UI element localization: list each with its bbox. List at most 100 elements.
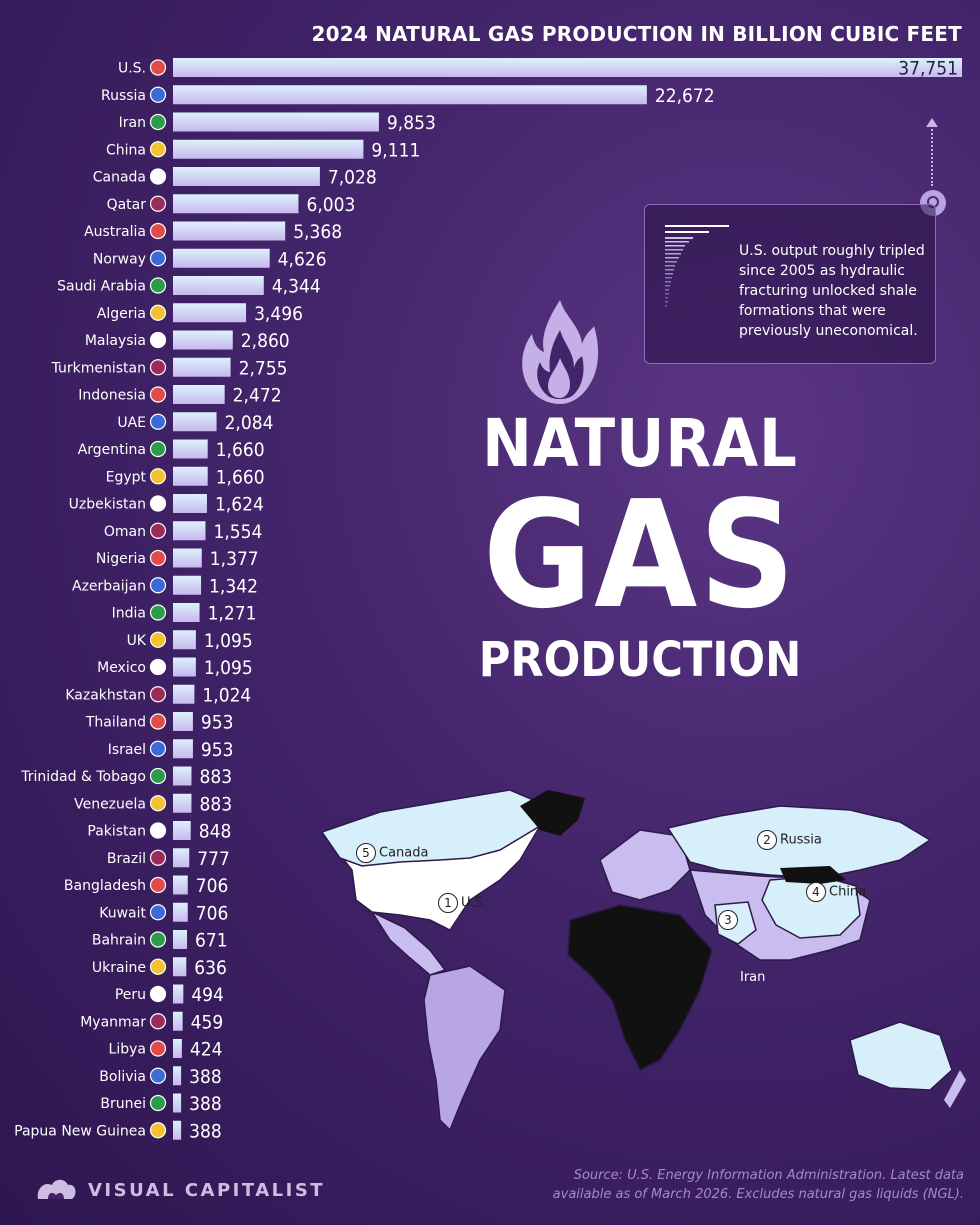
- category-label: UK: [127, 633, 147, 649]
- value-label: 1,660: [216, 439, 265, 461]
- bar-24: [173, 712, 193, 731]
- flag-icon: [149, 876, 167, 894]
- bar-14: [173, 439, 208, 459]
- value-label: 777: [197, 848, 230, 870]
- value-label: 9,853: [387, 112, 436, 134]
- up-arrow-icon: [926, 118, 938, 186]
- category-label: Trinidad & Tobago: [20, 769, 146, 785]
- category-label: U.S.: [118, 61, 146, 77]
- bar-17: [173, 521, 206, 541]
- flag-icon: [149, 985, 167, 1003]
- bar-6: [173, 221, 286, 241]
- category-label: India: [112, 606, 146, 622]
- flag-icon: [149, 1013, 167, 1030]
- category-label: Australia: [84, 224, 146, 240]
- flag-icon: [149, 1040, 167, 1057]
- flag-icon: [149, 740, 167, 757]
- brand-logo: VISUAL CAPITALIST: [34, 1177, 325, 1203]
- bar-36: [173, 1039, 182, 1058]
- callout-text: U.S. output roughly tripled since 2005 a…: [739, 243, 925, 339]
- title-line-2: GAS: [482, 469, 798, 641]
- map-label-iran-badge: 3: [718, 910, 741, 930]
- south-america-shape: [423, 965, 506, 1132]
- category-label: China: [106, 142, 146, 158]
- canada-shape: [320, 789, 546, 867]
- category-label: Kazakhstan: [65, 687, 146, 703]
- value-label: 494: [191, 984, 224, 1006]
- category-label: Nigeria: [96, 551, 146, 567]
- flame-icon: [522, 300, 599, 404]
- bar-2: [173, 112, 379, 132]
- value-label: 6,003: [306, 194, 355, 216]
- category-label: Mexico: [97, 660, 146, 676]
- flag-icon: [149, 658, 167, 676]
- flag-icon: [149, 386, 167, 403]
- bar-39: [173, 1120, 182, 1140]
- flag-icon: [149, 904, 167, 921]
- bar-9: [173, 303, 247, 323]
- value-label: 1,377: [210, 548, 259, 570]
- value-label: 1,342: [209, 575, 258, 597]
- value-label: 22,672: [655, 85, 715, 107]
- value-label: 1,624: [215, 494, 264, 516]
- flag-icon: [149, 413, 167, 430]
- central-america-shape: [369, 910, 447, 976]
- category-label: Bahrain: [92, 933, 146, 949]
- category-label: Saudi Arabia: [57, 279, 146, 295]
- bar-22: [173, 657, 196, 677]
- bar-29: [173, 848, 190, 868]
- bar-3: [173, 139, 364, 159]
- category-label: Brunei: [100, 1096, 146, 1112]
- flag-icon: [149, 1122, 167, 1139]
- category-label: Indonesia: [78, 388, 146, 404]
- greenland-shape: [520, 790, 585, 836]
- flag-icon: [149, 713, 167, 730]
- map-label-russia: 2 Russia: [757, 830, 822, 850]
- bar-25: [173, 739, 193, 759]
- category-label: Kuwait: [99, 905, 146, 921]
- africa-shape: [567, 904, 713, 1072]
- callout-box: U.S. output roughly tripled since 2005 a…: [644, 204, 936, 364]
- bar-19: [173, 575, 202, 595]
- bar-12: [173, 385, 225, 404]
- map-label-canada: 5 Canada: [356, 843, 428, 863]
- bar-26: [173, 766, 192, 786]
- category-label: Peru: [115, 987, 146, 1003]
- value-label: 1,024: [202, 684, 251, 706]
- flag-icon: [149, 931, 167, 948]
- category-label: Algeria: [97, 306, 146, 322]
- bar-4: [173, 167, 320, 186]
- bar-18: [173, 548, 202, 568]
- bar-7: [173, 248, 270, 268]
- flag-icon: [149, 822, 167, 839]
- flag-icon: [149, 304, 167, 321]
- flag-icon: [149, 522, 167, 539]
- value-label: 424: [190, 1039, 223, 1061]
- value-label: 388: [189, 1120, 222, 1142]
- mini-bar-chart-icon: [665, 225, 729, 307]
- chart-title: NATURAL GAS PRODUCTION: [460, 408, 820, 690]
- flag-icon: [149, 958, 167, 975]
- value-label: 883: [199, 793, 232, 815]
- value-label: 4,344: [272, 276, 321, 298]
- new-zealand-shape: [944, 1070, 966, 1108]
- rank-badge: 1: [438, 893, 458, 913]
- value-label: 37,751: [898, 58, 958, 80]
- mongolia-shape: [780, 866, 846, 884]
- bar-31: [173, 902, 188, 922]
- flag-icon: [149, 331, 167, 349]
- value-label: 636: [194, 957, 227, 979]
- category-label: Norway: [93, 251, 146, 267]
- category-label: Malaysia: [85, 333, 146, 349]
- category-label: Canada: [93, 170, 146, 186]
- category-label: Pakistan: [87, 824, 146, 840]
- bar-13: [173, 412, 217, 432]
- flag-icon: [149, 495, 167, 512]
- value-label: 9,111: [371, 139, 420, 161]
- bar-21: [173, 630, 196, 650]
- brand-name: VISUAL CAPITALIST: [88, 1179, 326, 1201]
- map-label-china: 4 China: [806, 882, 866, 902]
- value-label: 883: [199, 766, 232, 788]
- flag-icon: [149, 86, 167, 103]
- category-label: Brazil: [107, 851, 146, 867]
